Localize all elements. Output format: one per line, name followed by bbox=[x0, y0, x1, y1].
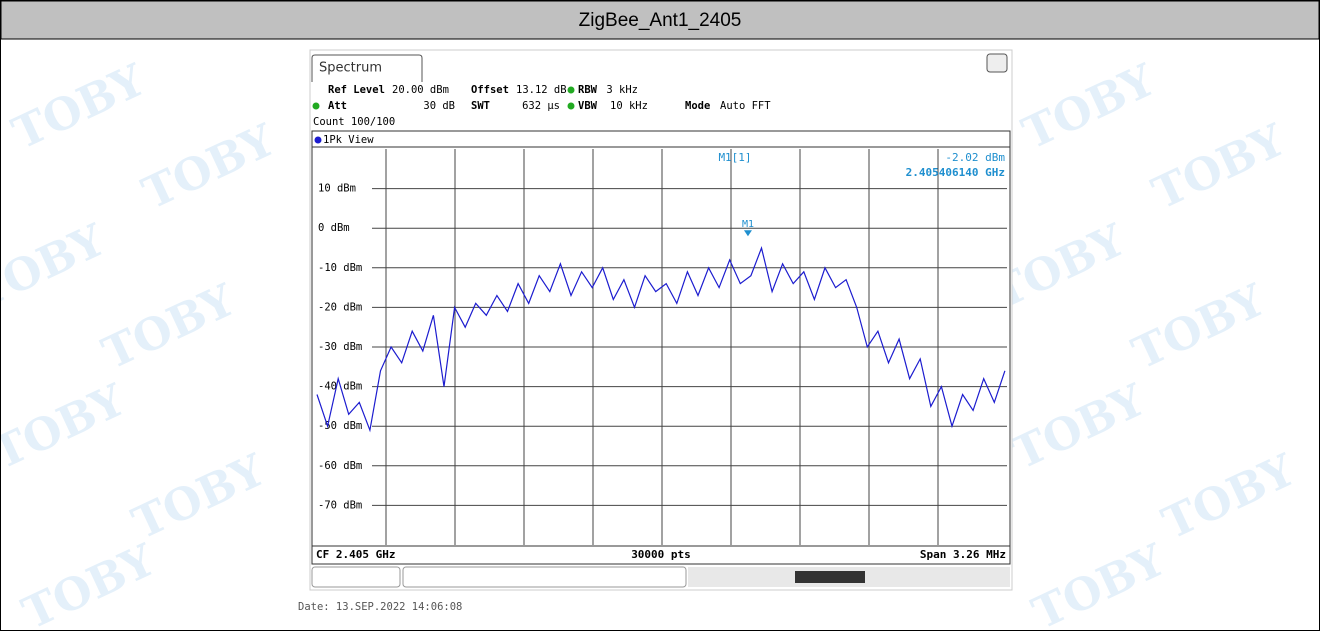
setting-label: RBW bbox=[578, 84, 598, 96]
watermark: TOBY bbox=[1155, 445, 1303, 550]
marker bbox=[743, 230, 752, 237]
y-tick-label: -50 dBm bbox=[318, 420, 362, 432]
header-title: ZigBee_Ant1_2405 bbox=[579, 10, 742, 31]
count-label: Count 100/100 bbox=[313, 116, 395, 128]
watermark: TOBY bbox=[0, 375, 133, 480]
setting-label: Att bbox=[328, 100, 347, 112]
tab bbox=[311, 54, 423, 82]
setting-label: Mode bbox=[685, 100, 710, 112]
marker-x: 2.405406140 GHz bbox=[906, 166, 1005, 179]
y-tick-label: -20 dBm bbox=[318, 301, 362, 313]
y-tick-label: 0 dBm bbox=[318, 222, 350, 234]
setting-value: 13.12 dB bbox=[516, 84, 567, 96]
setting-label: Offset bbox=[471, 84, 509, 96]
y-tick-label: -10 dBm bbox=[318, 262, 362, 274]
y-tick-label: -60 dBm bbox=[318, 460, 362, 472]
header-bar bbox=[0, 0, 1320, 40]
setting-value: 30 dB bbox=[423, 100, 455, 112]
setting-value: Auto FFT bbox=[720, 100, 771, 112]
view-label: 1Pk View bbox=[323, 134, 374, 146]
y-tick-label: 10 dBm bbox=[318, 183, 356, 195]
setting-value: 3 kHz bbox=[606, 84, 638, 96]
progress-bar bbox=[795, 571, 865, 583]
watermark: TOBY bbox=[15, 535, 163, 631]
tab-label: Spectrum bbox=[319, 61, 382, 76]
status-field bbox=[402, 566, 687, 588]
setting-label: Ref Level bbox=[328, 84, 385, 96]
status-field bbox=[311, 566, 401, 588]
watermark: TOBY bbox=[1025, 535, 1173, 631]
y-tick-label: -30 dBm bbox=[318, 341, 362, 353]
menu-icon[interactable] bbox=[986, 53, 1008, 73]
status-dot bbox=[567, 102, 575, 110]
trace bbox=[316, 245, 1006, 433]
y-tick-label: -70 dBm bbox=[318, 499, 362, 511]
watermark: TOBY bbox=[95, 275, 243, 380]
date-label: Date: 13.SEP.2022 14:06:08 bbox=[298, 601, 462, 613]
marker-name: M1 bbox=[742, 219, 754, 230]
setting-value: 632 µs bbox=[522, 100, 560, 112]
watermark: TOBY bbox=[0, 215, 113, 320]
setting-value: 10 kHz bbox=[610, 100, 648, 112]
span-label: Span 3.26 MHz bbox=[920, 548, 1006, 561]
watermark: TOBY bbox=[125, 445, 273, 550]
watermark: TOBY bbox=[1125, 275, 1273, 380]
setting-label: SWT bbox=[471, 100, 490, 112]
center-label: CF 2.405 GHz bbox=[316, 548, 395, 561]
setting-value: 20.00 dBm bbox=[392, 84, 449, 96]
points-label: 30000 pts bbox=[631, 548, 691, 561]
setting-label: VBW bbox=[578, 100, 598, 112]
watermark: TOBY bbox=[1005, 375, 1153, 480]
watermark: TOBY bbox=[135, 115, 283, 220]
watermark: TOBY bbox=[1015, 55, 1163, 160]
status-dot bbox=[567, 86, 575, 94]
trace-dot bbox=[314, 136, 322, 144]
marker-value: -2.02 dBm bbox=[945, 151, 1005, 164]
watermark: TOBY bbox=[1145, 115, 1293, 220]
status-dot bbox=[312, 102, 320, 110]
watermark: TOBY bbox=[5, 55, 153, 160]
marker-label: M1[1] bbox=[718, 151, 751, 164]
